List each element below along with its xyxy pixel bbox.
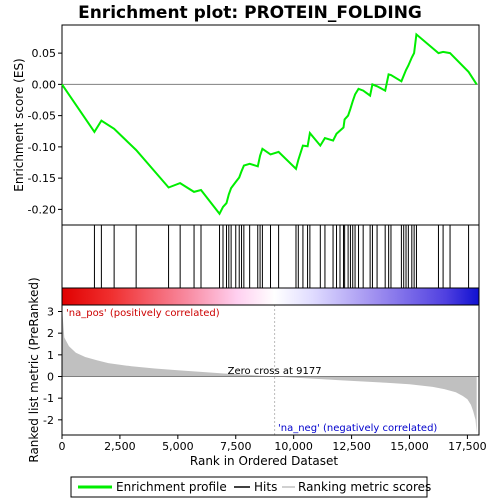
negative-correlated-label: 'na_neg' (negatively correlated) xyxy=(278,423,437,434)
es-y-tick-label: -0.20 xyxy=(28,203,56,216)
legend-hits-label: Hits xyxy=(254,480,277,494)
es-y-tick-label: 0.00 xyxy=(32,78,57,91)
rank-color-bar xyxy=(61,287,480,306)
legend: Enrichment profile Hits Ranking metric s… xyxy=(70,476,431,498)
rank-x-tick-label: 5,000 xyxy=(162,440,194,453)
rank-x-tick-label: 15,000 xyxy=(390,440,429,453)
rank-x-tick-label: 12,500 xyxy=(332,440,371,453)
es-panel: -0.20 -0.15 -0.10 -0.05 0.00 0.05 xyxy=(28,24,480,226)
chart-title: Enrichment plot: PROTEIN_FOLDING xyxy=(78,3,422,23)
ranking-metric-area xyxy=(62,307,477,433)
rank-x-axis-label: Rank in Ordered Dataset xyxy=(190,454,338,468)
positive-correlated-label: 'na_pos' (positively correlated) xyxy=(66,308,220,319)
es-y-tick-label: -0.10 xyxy=(28,141,56,154)
rank-y-tick-label: 3 xyxy=(47,306,54,319)
rank-x-tick-label: 2,500 xyxy=(104,440,136,453)
es-y-tick-label: -0.15 xyxy=(28,172,56,185)
es-y-tick-label: -0.05 xyxy=(28,110,56,123)
rank-x-tick-label: 7,500 xyxy=(220,440,252,453)
rank-y-tick-label: -2 xyxy=(43,414,54,427)
enrichment-profile-line xyxy=(61,32,478,216)
rank-y-axis-label: Ranked list metric (PreRanked) xyxy=(27,277,41,462)
rank-y-tick-label: 2 xyxy=(47,327,54,340)
es-panel-frame xyxy=(61,24,480,226)
legend-enrichment-label: Enrichment profile xyxy=(116,480,227,494)
rank-y-tick-label: 1 xyxy=(47,349,54,362)
rank-metric-panel: -2 -1 0 1 2 3 0 2,500 5,000 7,500 10,000 12,500 15,… xyxy=(43,304,487,453)
rank-panel-frame xyxy=(61,304,480,436)
rank-y-tick-label: -1 xyxy=(43,392,54,405)
rank-x-tick-label: 17,500 xyxy=(448,440,487,453)
zero-cross-label: Zero cross at 9177 xyxy=(228,366,322,377)
rank-x-tick-label: 0 xyxy=(59,440,66,453)
hits-panel xyxy=(61,224,480,289)
es-y-tick-label: 0.05 xyxy=(32,47,57,60)
es-y-axis-label: Enrichment score (ES) xyxy=(12,58,26,191)
rank-y-tick-label: 0 xyxy=(47,371,54,384)
rank-x-tick-label: 10,000 xyxy=(274,440,313,453)
legend-metric-label: Ranking metric scores xyxy=(298,480,431,494)
